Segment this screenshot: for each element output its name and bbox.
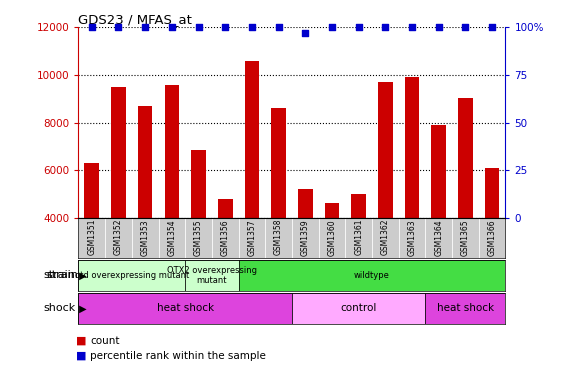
Bar — [372, 218, 399, 258]
Bar — [378, 82, 393, 218]
Bar — [84, 163, 99, 218]
Text: GSM1366: GSM1366 — [487, 219, 497, 255]
Bar — [425, 218, 452, 258]
Bar — [111, 87, 126, 218]
Text: GSM1363: GSM1363 — [407, 219, 417, 255]
Bar — [352, 194, 366, 218]
Bar — [105, 218, 132, 258]
Point — [194, 25, 203, 30]
Text: GSM1352: GSM1352 — [114, 219, 123, 255]
Text: GSM1357: GSM1357 — [248, 219, 256, 255]
Text: strain: strain — [44, 270, 76, 280]
Point — [87, 25, 96, 30]
Bar — [132, 218, 159, 258]
Text: GSM1364: GSM1364 — [434, 219, 443, 255]
Point — [407, 25, 417, 30]
Text: ▶: ▶ — [76, 270, 86, 280]
Point — [300, 30, 310, 36]
Point — [487, 25, 497, 30]
Bar — [292, 218, 318, 258]
Bar — [292, 293, 425, 324]
Text: heat shock: heat shock — [437, 303, 494, 313]
Bar — [138, 106, 152, 218]
Text: control: control — [340, 303, 377, 313]
Bar — [399, 218, 425, 258]
Bar — [212, 218, 239, 258]
Point — [221, 25, 230, 30]
Bar — [191, 150, 206, 218]
Bar — [164, 85, 179, 218]
Text: otd overexpressing mutant: otd overexpressing mutant — [75, 271, 189, 280]
Text: GSM1355: GSM1355 — [194, 219, 203, 255]
Point — [114, 25, 123, 30]
Bar — [185, 218, 212, 258]
Bar — [78, 260, 185, 291]
Text: ▶: ▶ — [76, 303, 86, 313]
Text: ■: ■ — [76, 351, 86, 361]
Text: wildtype: wildtype — [354, 271, 390, 280]
Bar — [452, 218, 479, 258]
Bar — [345, 218, 372, 258]
Text: strain: strain — [46, 270, 78, 280]
Bar — [432, 125, 446, 218]
Text: GSM1361: GSM1361 — [354, 219, 363, 255]
Bar — [425, 293, 505, 324]
Point — [167, 25, 177, 30]
Bar — [78, 293, 292, 324]
Text: GSM1358: GSM1358 — [274, 219, 283, 255]
Point — [141, 25, 150, 30]
Bar — [218, 199, 232, 218]
Bar — [325, 203, 339, 218]
Text: heat shock: heat shock — [157, 303, 214, 313]
Bar — [245, 61, 259, 218]
Bar — [298, 189, 313, 218]
Text: shock: shock — [43, 303, 76, 313]
Bar — [185, 260, 239, 291]
Point — [381, 25, 390, 30]
Bar — [479, 218, 505, 258]
Text: count: count — [90, 336, 120, 346]
Text: GSM1356: GSM1356 — [221, 219, 229, 255]
Point — [327, 25, 336, 30]
Point — [461, 25, 470, 30]
Bar — [239, 218, 266, 258]
Text: GSM1360: GSM1360 — [328, 219, 336, 255]
Bar — [271, 108, 286, 218]
Text: ■: ■ — [76, 336, 86, 346]
Point — [434, 25, 443, 30]
Text: GSM1362: GSM1362 — [381, 219, 390, 255]
Text: percentile rank within the sample: percentile rank within the sample — [90, 351, 266, 361]
Bar — [485, 168, 500, 218]
Bar — [266, 218, 292, 258]
Text: GSM1365: GSM1365 — [461, 219, 470, 255]
Point — [248, 25, 257, 30]
Text: GDS23 / MFAS_at: GDS23 / MFAS_at — [78, 13, 192, 26]
Text: OTX2 overexpressing
mutant: OTX2 overexpressing mutant — [167, 266, 257, 285]
Text: GSM1353: GSM1353 — [141, 219, 150, 255]
Bar — [78, 218, 105, 258]
Text: GSM1354: GSM1354 — [167, 219, 177, 255]
Bar — [239, 260, 505, 291]
Text: GSM1351: GSM1351 — [87, 219, 96, 255]
Bar — [159, 218, 185, 258]
Point — [274, 25, 284, 30]
Bar — [405, 78, 419, 218]
Bar — [318, 218, 345, 258]
Text: GSM1359: GSM1359 — [301, 219, 310, 255]
Bar — [458, 98, 473, 218]
Point — [354, 25, 363, 30]
